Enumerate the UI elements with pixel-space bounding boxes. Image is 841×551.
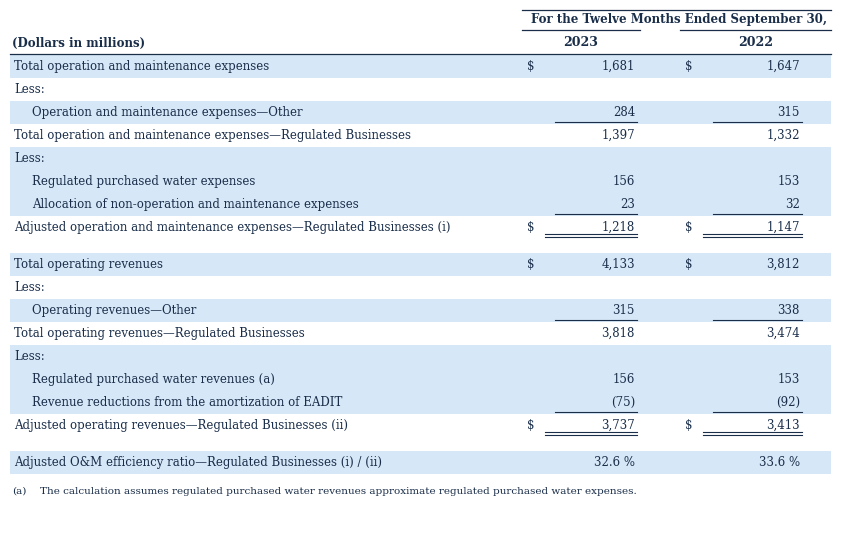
Text: 2022: 2022 bbox=[738, 36, 773, 50]
Text: Operation and maintenance expenses—Other: Operation and maintenance expenses—Other bbox=[32, 106, 303, 119]
Text: 3,812: 3,812 bbox=[767, 258, 800, 271]
Text: (Dollars in millions): (Dollars in millions) bbox=[12, 36, 145, 50]
Bar bbox=[10, 253, 831, 276]
Text: 1,681: 1,681 bbox=[601, 60, 635, 73]
Text: 1,397: 1,397 bbox=[601, 129, 635, 142]
Text: (75): (75) bbox=[611, 396, 635, 409]
Text: Operating revenues—Other: Operating revenues—Other bbox=[32, 304, 197, 317]
Text: 23: 23 bbox=[620, 198, 635, 211]
Text: 1,147: 1,147 bbox=[766, 221, 800, 234]
Text: Less:: Less: bbox=[14, 152, 45, 165]
Text: $: $ bbox=[527, 258, 535, 271]
Bar bbox=[10, 78, 831, 101]
Text: Less:: Less: bbox=[14, 281, 45, 294]
Text: $: $ bbox=[685, 60, 692, 73]
Text: The calculation assumes regulated purchased water revenues approximate regulated: The calculation assumes regulated purcha… bbox=[40, 487, 637, 495]
Text: 3,818: 3,818 bbox=[601, 327, 635, 340]
Text: (92): (92) bbox=[776, 396, 800, 409]
Text: Adjusted operation and maintenance expenses—Regulated Businesses (i): Adjusted operation and maintenance expen… bbox=[14, 221, 451, 234]
Text: Total operating revenues—Regulated Businesses: Total operating revenues—Regulated Busin… bbox=[14, 327, 304, 340]
Text: 153: 153 bbox=[778, 373, 800, 386]
Bar bbox=[10, 193, 831, 216]
Text: $: $ bbox=[527, 60, 535, 73]
Text: 1,218: 1,218 bbox=[602, 221, 635, 234]
Text: Allocation of non-operation and maintenance expenses: Allocation of non-operation and maintena… bbox=[32, 198, 359, 211]
Text: 4,133: 4,133 bbox=[601, 258, 635, 271]
Text: Regulated purchased water revenues (a): Regulated purchased water revenues (a) bbox=[32, 373, 275, 386]
Bar bbox=[10, 451, 831, 474]
Text: $: $ bbox=[685, 419, 692, 432]
Text: $: $ bbox=[527, 419, 535, 432]
Bar bbox=[10, 276, 831, 299]
Text: 156: 156 bbox=[612, 373, 635, 386]
Text: 338: 338 bbox=[778, 304, 800, 317]
Bar bbox=[10, 101, 831, 124]
Bar bbox=[10, 216, 831, 239]
Text: 315: 315 bbox=[612, 304, 635, 317]
Text: $: $ bbox=[685, 221, 692, 234]
Text: Regulated purchased water expenses: Regulated purchased water expenses bbox=[32, 175, 256, 188]
Bar bbox=[10, 414, 831, 437]
Text: Total operation and maintenance expenses—Regulated Businesses: Total operation and maintenance expenses… bbox=[14, 129, 411, 142]
Text: 315: 315 bbox=[778, 106, 800, 119]
Text: $: $ bbox=[685, 258, 692, 271]
Text: For the Twelve Months Ended September 30,: For the Twelve Months Ended September 30… bbox=[531, 14, 827, 26]
Text: Revenue reductions from the amortization of EADIT: Revenue reductions from the amortization… bbox=[32, 396, 342, 409]
Text: Total operation and maintenance expenses: Total operation and maintenance expenses bbox=[14, 60, 269, 73]
Text: Less:: Less: bbox=[14, 83, 45, 96]
Bar bbox=[10, 322, 831, 345]
Text: Less:: Less: bbox=[14, 350, 45, 363]
Text: 32: 32 bbox=[785, 198, 800, 211]
Bar bbox=[10, 345, 831, 368]
Bar bbox=[10, 170, 831, 193]
Text: 3,737: 3,737 bbox=[601, 419, 635, 432]
Text: 33.6 %: 33.6 % bbox=[759, 456, 800, 469]
Text: Adjusted operating revenues—Regulated Businesses (ii): Adjusted operating revenues—Regulated Bu… bbox=[14, 419, 348, 432]
Bar bbox=[10, 55, 831, 78]
Bar bbox=[10, 299, 831, 322]
Text: 3,474: 3,474 bbox=[766, 327, 800, 340]
Bar bbox=[10, 391, 831, 414]
Text: Adjusted O&M efficiency ratio—Regulated Businesses (i) / (ii): Adjusted O&M efficiency ratio—Regulated … bbox=[14, 456, 382, 469]
Bar bbox=[10, 368, 831, 391]
Text: 1,332: 1,332 bbox=[766, 129, 800, 142]
Text: 2023: 2023 bbox=[563, 36, 599, 50]
Text: (a): (a) bbox=[12, 487, 26, 495]
Text: 153: 153 bbox=[778, 175, 800, 188]
Text: 32.6 %: 32.6 % bbox=[594, 456, 635, 469]
Text: 284: 284 bbox=[613, 106, 635, 119]
Bar bbox=[10, 147, 831, 170]
Bar bbox=[10, 124, 831, 147]
Text: Total operating revenues: Total operating revenues bbox=[14, 258, 163, 271]
Text: 3,413: 3,413 bbox=[766, 419, 800, 432]
Text: $: $ bbox=[527, 221, 535, 234]
Text: 1,647: 1,647 bbox=[766, 60, 800, 73]
Text: 156: 156 bbox=[612, 175, 635, 188]
